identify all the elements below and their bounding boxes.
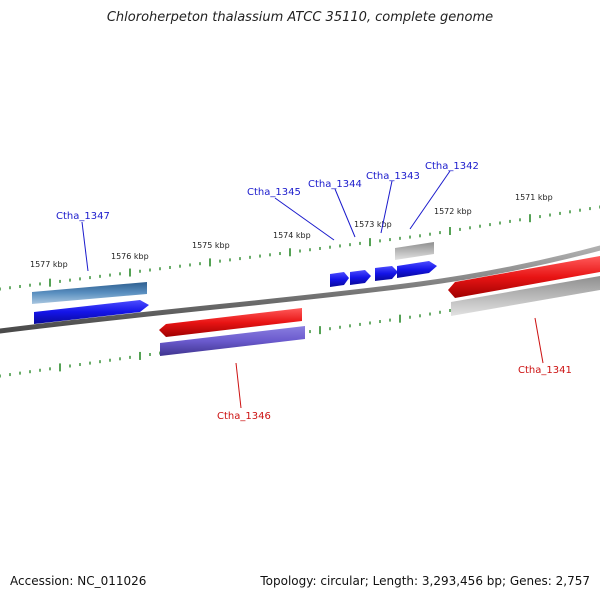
leader-ctha-1344 [334,188,356,238]
topology-text: Topology: circular; Length: 3,293,456 bp… [260,574,590,588]
genome-title: Chloroherpeton thalassium ATCC 35110, co… [106,10,494,25]
gene-ctha-1342[interactable] [395,242,437,278]
gene-label-ctha-1344[interactable]: Ctha_1344 [308,179,362,190]
gene-label-ctha-1343[interactable]: Ctha_1343 [366,171,420,182]
label-leaders [81,170,544,409]
genome-backbone [0,245,600,334]
kbp-label-1572: 1572 kbp [434,207,472,216]
leader-ctha-1346 [235,362,242,409]
gene-ctha-1341[interactable] [448,256,600,316]
gene-ctha-1343[interactable] [375,266,398,281]
kbp-label-1571: 1571 kbp [515,193,553,202]
forward-ruler [0,205,600,291]
leader-ctha-1341 [534,317,544,364]
kbp-label-1574: 1574 kbp [273,231,311,240]
leader-ctha-1347 [81,221,89,272]
gene-ctha-1346[interactable] [159,308,305,356]
leader-ctha-1342 [409,170,451,230]
accession-text: Accession: NC_011026 [10,574,147,588]
gene-label-ctha-1345[interactable]: Ctha_1345 [247,187,301,198]
gene-ctha-1344[interactable] [350,270,371,285]
kbp-label-1575: 1575 kbp [192,241,230,250]
gene-ctha-1345[interactable] [330,272,349,287]
gene-ctha-1347[interactable] [32,282,149,324]
kbp-label-1573: 1573 kbp [354,220,392,229]
kbp-label-1576: 1576 kbp [111,252,149,261]
leader-ctha-1343 [380,180,393,234]
gene-label-ctha-1347[interactable]: Ctha_1347 [56,211,110,222]
gene-label-ctha-1342[interactable]: Ctha_1342 [425,161,479,172]
leader-ctha-1345 [274,197,335,241]
kbp-label-1577: 1577 kbp [30,260,68,269]
gene-label-ctha-1346[interactable]: Ctha_1346 [217,411,271,422]
gene-label-ctha-1341[interactable]: Ctha_1341 [518,365,572,376]
